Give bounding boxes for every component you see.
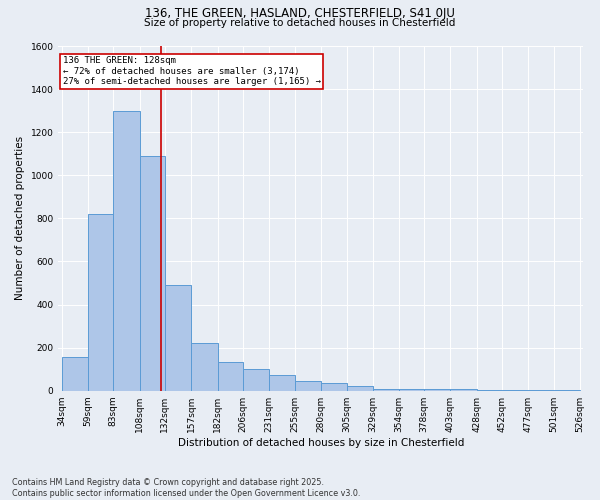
Y-axis label: Number of detached properties: Number of detached properties (15, 136, 25, 300)
Text: Contains HM Land Registry data © Crown copyright and database right 2025.
Contai: Contains HM Land Registry data © Crown c… (12, 478, 361, 498)
Bar (269, 374, 295, 390)
Bar (62, 358, 88, 390)
Text: Size of property relative to detached houses in Chesterfield: Size of property relative to detached ho… (145, 18, 455, 28)
Bar (321, 383, 347, 390)
Bar (399, 389, 424, 390)
Bar (191, 344, 218, 390)
Bar (295, 381, 321, 390)
X-axis label: Distribution of detached houses by size in Chesterfield: Distribution of detached houses by size … (178, 438, 464, 448)
Bar (140, 156, 165, 390)
Bar (218, 362, 243, 390)
Bar (451, 389, 477, 390)
Bar (113, 110, 140, 390)
Bar (243, 369, 269, 390)
Bar (373, 389, 399, 390)
Bar (88, 214, 113, 390)
Bar (165, 285, 191, 391)
Bar (347, 386, 373, 390)
Text: 136 THE GREEN: 128sqm
← 72% of detached houses are smaller (3,174)
27% of semi-d: 136 THE GREEN: 128sqm ← 72% of detached … (62, 56, 320, 86)
Text: 136, THE GREEN, HASLAND, CHESTERFIELD, S41 0JU: 136, THE GREEN, HASLAND, CHESTERFIELD, S… (145, 8, 455, 20)
Bar (424, 389, 451, 390)
